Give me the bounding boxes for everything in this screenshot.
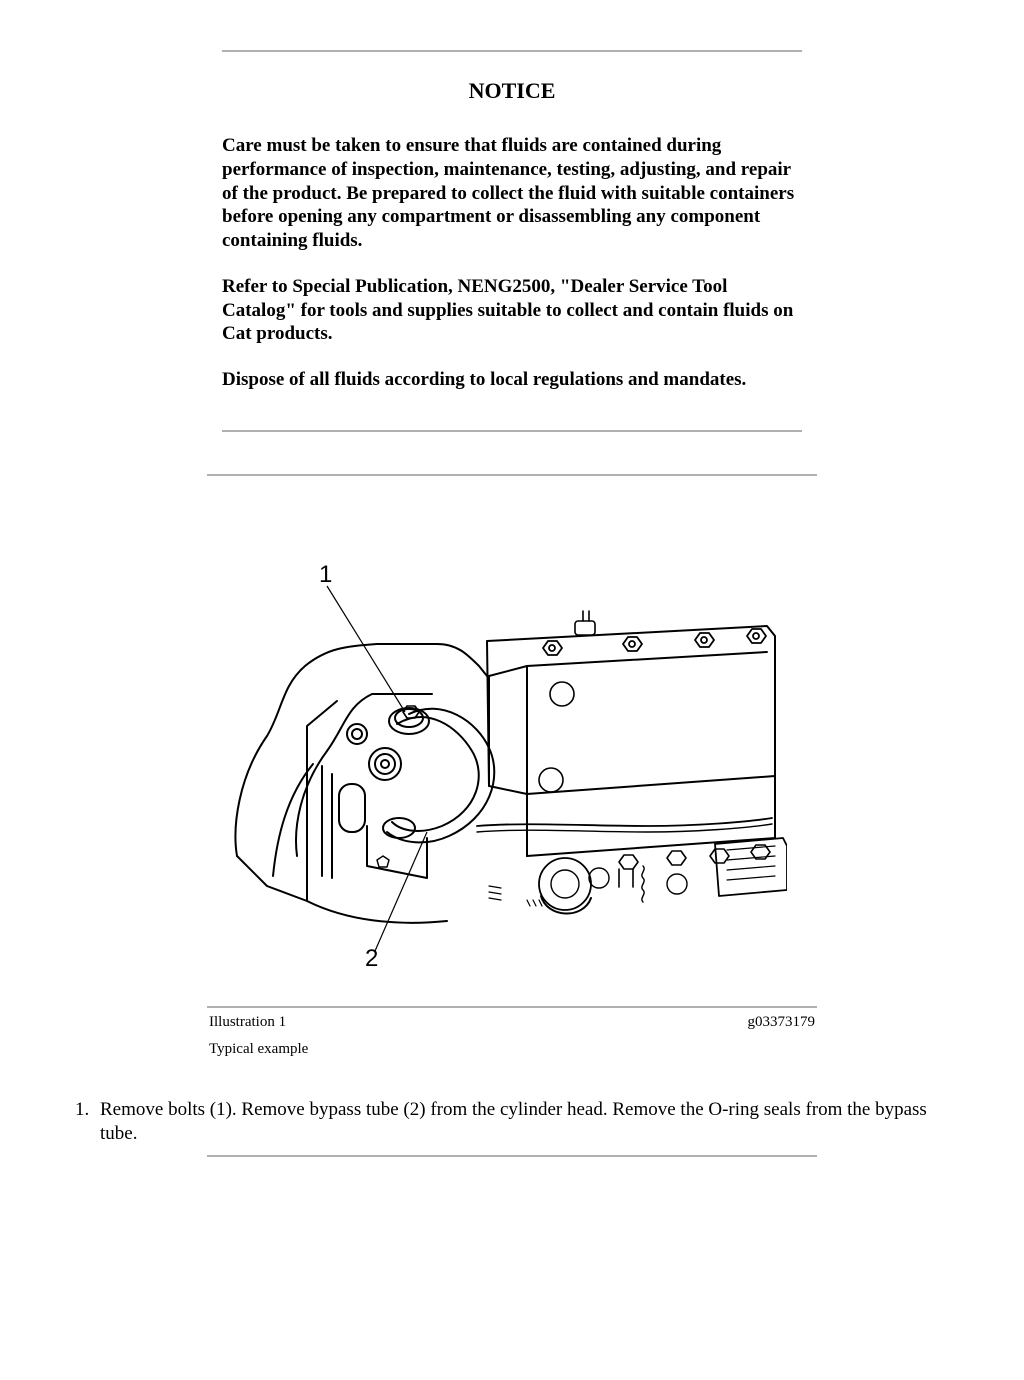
figure-label: Illustration 1	[209, 1014, 286, 1031]
step-item: Remove bolts (1). Remove bypass tube (2)…	[94, 1098, 964, 1147]
figure-caption: Typical example	[207, 1035, 817, 1074]
figure-ref: g03373179	[748, 1014, 816, 1031]
step-list: Remove bolts (1). Remove bypass tube (2)…	[60, 1098, 964, 1147]
notice-paragraph: Refer to Special Publication, NENG2500, …	[222, 275, 802, 346]
figure-meta-row: Illustration 1 g03373179	[207, 1008, 817, 1035]
trailing-rule	[207, 1155, 817, 1157]
notice-paragraph: Dispose of all fluids according to local…	[222, 368, 802, 392]
callout-label-1: 1	[319, 561, 332, 588]
callout-label-2: 2	[365, 945, 378, 966]
figure-block: 1 2 Illustration 1 g03373179 Typical exa…	[207, 474, 817, 1074]
page-container: NOTICE Care must be taken to ensure that…	[0, 0, 1024, 1217]
engine-illustration-svg: 1 2	[227, 526, 787, 966]
notice-title: NOTICE	[222, 78, 802, 104]
notice-paragraph: Care must be taken to ensure that fluids…	[222, 134, 802, 253]
notice-box: NOTICE Care must be taken to ensure that…	[222, 50, 802, 432]
figure-image: 1 2	[207, 476, 817, 1006]
